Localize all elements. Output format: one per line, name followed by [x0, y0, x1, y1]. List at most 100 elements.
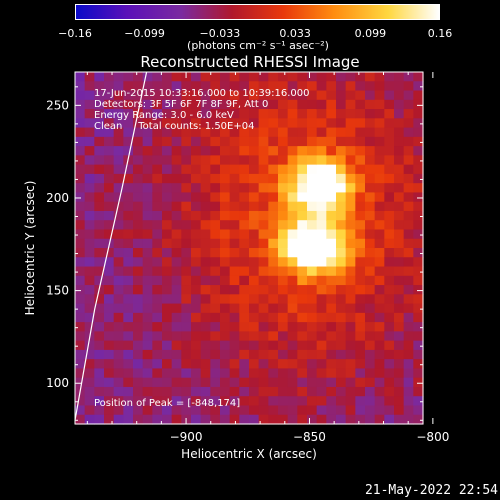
- heatmap-cell: [181, 192, 192, 203]
- heatmap-cell: [200, 127, 211, 138]
- heatmap-cell: [191, 414, 202, 425]
- heatmap-cell: [355, 201, 366, 212]
- heatmap-cell: [191, 386, 202, 397]
- heatmap-cell: [278, 164, 289, 175]
- heatmap-cell: [113, 183, 124, 194]
- heatmap-cell: [287, 192, 298, 203]
- heatmap-cell: [345, 127, 356, 138]
- heatmap-cell: [297, 183, 308, 194]
- heatmap-cell: [220, 238, 231, 249]
- heatmap-cell: [229, 118, 240, 129]
- heatmap-cell: [133, 340, 144, 351]
- heatmap-cell: [403, 118, 414, 129]
- heatmap-cell: [365, 90, 376, 101]
- heatmap-cell: [258, 368, 269, 379]
- heatmap-cell: [268, 340, 279, 351]
- heatmap-cell: [326, 210, 337, 221]
- heatmap-cell: [355, 405, 366, 416]
- heatmap-cell: [191, 146, 202, 156]
- heatmap-cell: [413, 192, 424, 203]
- heatmap-cell: [142, 294, 153, 305]
- heatmap-cell: [220, 118, 231, 129]
- heatmap-cell: [171, 127, 182, 138]
- heatmap-cell: [152, 414, 163, 425]
- heatmap-cell: [355, 312, 366, 323]
- heatmap-cell: [278, 81, 289, 92]
- heatmap-cell: [307, 405, 318, 416]
- heatmap-cell: [162, 109, 173, 119]
- heatmap-cell: [307, 192, 318, 203]
- heatmap-cell: [152, 164, 163, 175]
- heatmap-cell: [268, 294, 279, 305]
- heatmap-cell: [113, 349, 124, 360]
- heatmap-cell: [249, 192, 260, 203]
- heatmap-cell: [142, 368, 153, 379]
- heatmap-cell: [326, 238, 337, 249]
- heatmap-cell: [374, 340, 385, 351]
- heatmap-cell: [403, 294, 414, 305]
- heatmap-cell: [258, 183, 269, 194]
- heatmap-cell: [355, 173, 366, 184]
- heatmap-cell: [123, 294, 134, 305]
- heatmap-cell: [258, 377, 269, 388]
- heatmap-cell: [104, 220, 115, 231]
- heatmap-cell: [162, 414, 173, 425]
- heatmap-cell: [249, 285, 260, 295]
- heatmap-cell: [142, 266, 153, 277]
- heatmap-cell: [258, 359, 269, 370]
- heatmap-cell: [413, 229, 424, 240]
- heatmap-cell: [287, 183, 298, 194]
- heatmap-cell: [75, 275, 86, 286]
- heatmap-cell: [307, 312, 318, 323]
- heatmap-cell: [133, 285, 144, 295]
- heatmap-cell: [142, 192, 153, 203]
- heatmap-cell: [229, 340, 240, 351]
- heatmap-cell: [394, 377, 405, 388]
- heatmap-cell: [191, 81, 202, 92]
- heatmap-cell: [239, 229, 250, 240]
- heatmap-cell: [104, 99, 115, 110]
- heatmap-cell: [210, 210, 221, 221]
- heatmap-cell: [258, 118, 269, 129]
- heatmap-cell: [374, 294, 385, 305]
- heatmap-cell: [336, 294, 347, 305]
- heatmap-cell: [336, 248, 347, 258]
- heatmap-cell: [345, 99, 356, 110]
- y-tick-label: 100: [46, 376, 69, 390]
- heatmap-cell: [162, 136, 173, 147]
- heatmap-cell: [278, 405, 289, 416]
- heatmap-cell: [142, 340, 153, 351]
- heatmap-cell: [413, 349, 424, 360]
- heatmap-cell: [394, 99, 405, 110]
- heatmap-cell: [316, 331, 327, 342]
- heatmap-cell: [249, 303, 260, 314]
- heatmap-cell: [152, 90, 163, 101]
- heatmap-cell: [374, 72, 385, 82]
- heatmap-cell: [84, 136, 95, 147]
- heatmap-cell: [374, 81, 385, 92]
- heatmap-cell: [268, 118, 279, 129]
- heatmap-cell: [171, 192, 182, 203]
- heatmap-cell: [200, 238, 211, 249]
- heatmap-cell: [142, 285, 153, 295]
- heatmap-cell: [394, 312, 405, 323]
- heatmap-cell: [162, 266, 173, 277]
- heatmap-cell: [239, 173, 250, 184]
- heatmap-cell: [355, 285, 366, 295]
- heatmap-cell: [220, 210, 231, 221]
- heatmap-cell: [84, 359, 95, 370]
- heatmap-cell: [94, 377, 105, 388]
- heatmap-cell: [162, 257, 173, 268]
- heatmap-cell: [287, 349, 298, 360]
- heatmap-cell: [113, 312, 124, 323]
- heatmap-cell: [307, 368, 318, 379]
- heatmap-cell: [191, 229, 202, 240]
- heatmap-cell: [413, 275, 424, 286]
- heatmap-cell: [133, 331, 144, 342]
- heatmap-cell: [210, 90, 221, 101]
- heatmap-cell: [287, 72, 298, 82]
- heatmap-cell: [171, 285, 182, 295]
- heatmap-cell: [210, 257, 221, 268]
- heatmap-cell: [94, 146, 105, 156]
- heatmap-cell: [210, 238, 221, 249]
